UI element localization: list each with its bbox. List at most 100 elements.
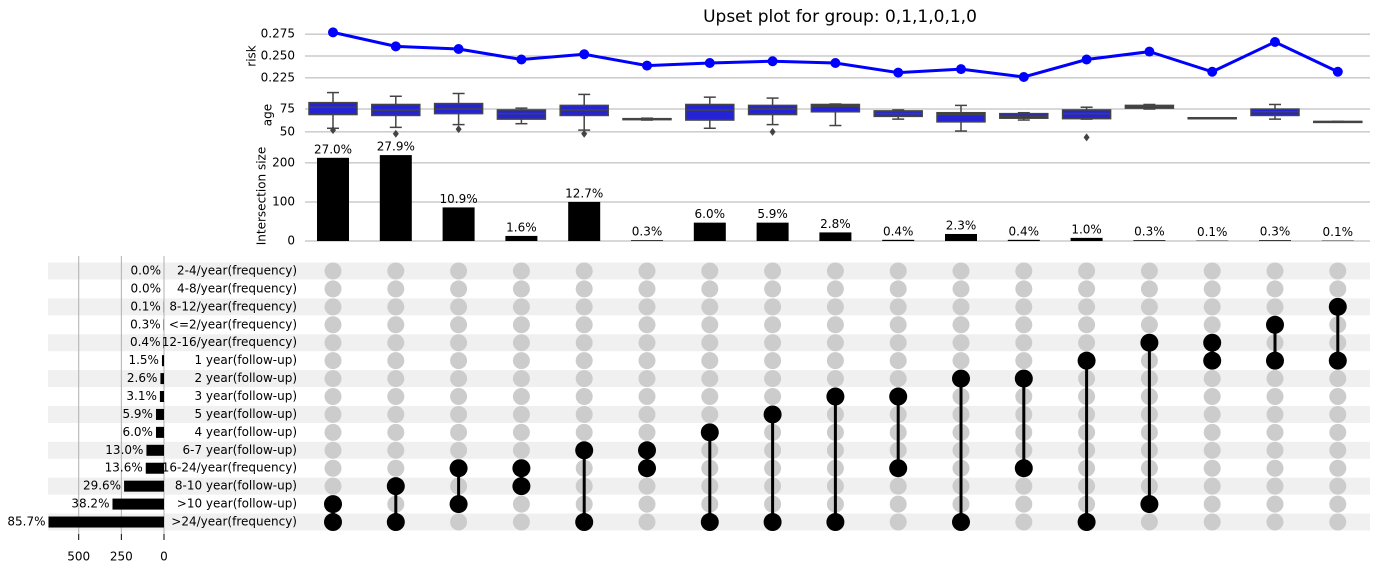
risk-point	[1144, 46, 1155, 57]
matrix-dot-empty	[1140, 280, 1158, 298]
matrix-dot-empty	[826, 280, 844, 298]
matrix-dot-empty	[1266, 477, 1284, 495]
matrix-dot-empty	[450, 513, 468, 531]
box	[936, 111, 986, 123]
outlier	[455, 125, 462, 134]
set-name: 6-7 year(follow-up)	[183, 443, 298, 457]
intersection-label: 0.3%	[1260, 225, 1291, 239]
matrix-dot-empty	[1015, 352, 1033, 370]
matrix-dot-empty	[701, 334, 719, 352]
matrix-dot-empty	[764, 370, 782, 388]
outlier	[769, 127, 776, 136]
matrix-dot-empty	[512, 513, 530, 531]
matrix-dot-empty	[450, 441, 468, 459]
matrix-dot-empty	[324, 405, 342, 423]
matrix-dot-empty	[512, 441, 530, 459]
set-name: 16-24/year(frequency)	[162, 461, 297, 475]
matrix-dot-empty	[387, 405, 405, 423]
matrix-dot-empty	[575, 298, 593, 316]
intersection-label: 0.3%	[632, 225, 663, 239]
matrix-dot-empty	[1203, 405, 1221, 423]
risk-point	[956, 64, 966, 75]
intersection-bar	[568, 201, 601, 241]
matrix-dot-empty	[1329, 423, 1347, 441]
matrix-dot	[763, 513, 782, 532]
set-size-bar	[48, 516, 164, 528]
matrix-dot	[1203, 351, 1222, 370]
matrix-dot-empty	[512, 262, 530, 280]
matrix-dot-empty	[1203, 262, 1221, 280]
risk-point	[642, 60, 652, 71]
matrix-dot	[575, 513, 594, 532]
matrix-dot-empty	[1266, 495, 1284, 513]
matrix-dot-empty	[1140, 513, 1158, 531]
y-tick-label: 200	[272, 155, 295, 169]
matrix-dot-empty	[512, 316, 530, 334]
y-tick-label: 100	[272, 194, 295, 208]
matrix-dot-empty	[638, 334, 656, 352]
set-size-label: 5.9%	[122, 407, 153, 421]
matrix-dot-empty	[701, 405, 719, 423]
matrix-dot-empty	[1266, 370, 1284, 388]
risk-point	[328, 27, 338, 38]
intersection-label: 27.0%	[314, 142, 352, 156]
matrix-dot	[952, 369, 970, 388]
matrix-dot	[1077, 351, 1096, 370]
matrix-dot-empty	[638, 316, 656, 334]
matrix-dot-empty	[638, 388, 656, 406]
matrix-dot-empty	[450, 262, 468, 280]
matrix-dot-empty	[512, 334, 530, 352]
risk-point	[767, 56, 778, 67]
matrix-dot-empty	[324, 423, 342, 441]
matrix-dot-empty	[387, 316, 405, 334]
matrix-dot	[512, 459, 531, 478]
matrix-dot-empty	[826, 298, 844, 316]
matrix-dot-empty	[1015, 477, 1033, 495]
risk-point	[579, 49, 590, 60]
matrix-dot	[449, 495, 468, 514]
y-tick-label: 0.225	[261, 70, 295, 84]
outlier	[1083, 133, 1090, 142]
matrix-dot-empty	[575, 262, 593, 280]
set-size-label: 2.6%	[127, 371, 158, 385]
matrix-dot-empty	[387, 459, 405, 477]
set-size-label: 13.6%	[105, 461, 143, 475]
set-size-bar	[112, 498, 164, 510]
y-tick-label: 0	[287, 234, 295, 248]
matrix-dot-empty	[701, 280, 719, 298]
matrix-dot	[889, 459, 908, 478]
matrix-dot-empty	[575, 280, 593, 298]
intersection-bar	[1070, 237, 1103, 241]
matrix-dot-empty	[1203, 459, 1221, 477]
set-size-label: 29.6%	[83, 479, 121, 493]
matrix-dot-empty	[701, 388, 719, 406]
intersection-label: 0.1%	[1197, 225, 1228, 239]
matrix-dot-empty	[1015, 262, 1033, 280]
age-axis-label: age	[261, 104, 275, 126]
matrix-dot-empty	[1015, 280, 1033, 298]
matrix-dot-empty	[1203, 298, 1221, 316]
matrix-dot-empty	[638, 262, 656, 280]
matrix-dot-empty	[1329, 262, 1347, 280]
matrix-dot-empty	[1266, 388, 1284, 406]
matrix-dot-empty	[450, 298, 468, 316]
risk-line	[332, 30, 1339, 79]
intersection-label: 6.0%	[695, 207, 726, 221]
matrix-dot-empty	[764, 298, 782, 316]
risk-point	[1270, 37, 1280, 47]
set-size-bar	[155, 408, 164, 420]
set-size-bar	[124, 480, 164, 492]
matrix-dot-empty	[952, 262, 970, 280]
matrix-dot-empty	[387, 280, 405, 298]
y-tick-label: 0.250	[261, 49, 295, 63]
matrix-dot-empty	[1203, 388, 1221, 406]
matrix-dot-empty	[1140, 298, 1158, 316]
intersection-label: 1.0%	[1071, 222, 1102, 236]
matrix-dot-empty	[387, 388, 405, 406]
matrix-dot-empty	[1203, 441, 1221, 459]
matrix-dot	[1140, 333, 1159, 352]
matrix-dot-empty	[889, 334, 907, 352]
risk-point	[1018, 72, 1029, 82]
set-name: <=2/year(frequency)	[169, 317, 297, 331]
set-size-label: 0.1%	[130, 299, 161, 313]
